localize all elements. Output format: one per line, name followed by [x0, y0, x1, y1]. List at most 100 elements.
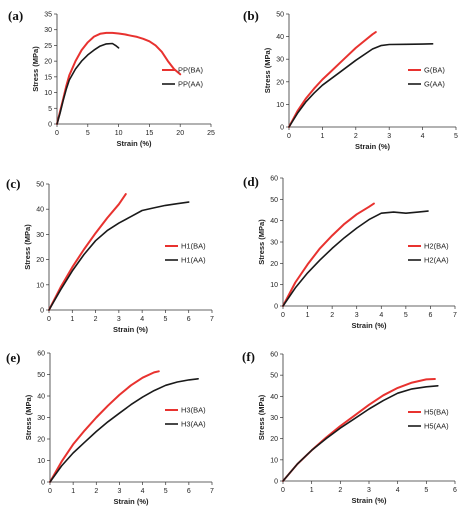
y-axis-label: Stress (MPa) [24, 394, 33, 440]
y-tick-label: 30 [270, 240, 278, 247]
y-tick-label: 50 [270, 373, 278, 380]
x-tick-label: 7 [210, 316, 214, 323]
y-tick-label: 20 [36, 257, 44, 264]
y-tick-label: 30 [270, 415, 278, 422]
x-axis-label: Strain (%) [351, 496, 387, 505]
x-tick-label: 5 [404, 312, 408, 319]
x-tick-label: 7 [453, 312, 457, 319]
x-tick-label: 20 [176, 130, 184, 137]
y-tick-label: 0 [41, 480, 45, 487]
x-tick-label: 6 [187, 488, 191, 495]
series-line-aa [282, 384, 439, 482]
y-tick-label: 50 [276, 12, 284, 19]
x-tick-label: 0 [55, 130, 59, 137]
x-axis-label: Strain (%) [116, 139, 152, 148]
x-tick-label: 5 [86, 130, 90, 137]
y-tick-label: 0 [40, 308, 44, 315]
chart-panel: 0 10 20 30 40 50 60 0 1 2 3 4 5 6 7 Strain (%) Stress (M… [6, 350, 214, 506]
x-tick-label: 3 [117, 488, 121, 495]
x-axis-label: Strain (%) [351, 321, 387, 330]
x-tick-label: 3 [387, 133, 391, 140]
x-tick-label: 6 [453, 487, 457, 494]
panel-label: (d) [243, 174, 259, 189]
y-tick-label: 0 [274, 479, 278, 486]
x-tick-label: 4 [140, 316, 144, 323]
x-tick-label: 2 [338, 487, 342, 494]
y-tick-label: 60 [270, 352, 278, 359]
chart-panel: 0 5 10 15 20 25 30 35 0 5 10 15 20 25 Strain (%) Stress… [8, 8, 215, 148]
y-tick-label: 10 [270, 282, 278, 289]
legend-label: H1(AA) [181, 256, 206, 265]
x-tick-label: 6 [187, 316, 191, 323]
x-tick-label: 4 [379, 312, 383, 319]
y-tick-label: 20 [37, 437, 45, 444]
chart-panel: 0 10 20 30 40 50 0 1 2 3 4 5 Strain (%) Stress (MPa) G… [243, 8, 458, 151]
x-tick-label: 2 [94, 488, 98, 495]
x-tick-label: 10 [115, 130, 123, 137]
x-tick-label: 0 [281, 487, 285, 494]
x-tick-label: 0 [281, 312, 285, 319]
x-axis-label: Strain (%) [113, 497, 149, 506]
y-tick-label: 40 [270, 394, 278, 401]
x-tick-label: 2 [330, 312, 334, 319]
legend-label: H2(AA) [424, 256, 449, 265]
y-tick-label: 20 [44, 59, 52, 66]
legend-label: PP(BA) [178, 66, 204, 75]
series-line-aa [282, 210, 429, 307]
x-tick-label: 5 [163, 316, 167, 323]
x-tick-label: 4 [421, 133, 425, 140]
y-tick-label: 15 [44, 74, 52, 81]
series-line-aa [56, 42, 120, 125]
y-axis-label: Stress (MPa) [257, 219, 266, 265]
y-tick-label: 20 [270, 261, 278, 268]
y-tick-label: 40 [36, 207, 44, 214]
y-axis-label: Stress (MPa) [23, 224, 32, 270]
x-tick-label: 5 [424, 487, 428, 494]
legend-label: G(AA) [424, 80, 445, 89]
y-tick-label: 10 [276, 102, 284, 109]
x-tick-label: 25 [207, 130, 215, 137]
series-line-ba [49, 370, 160, 483]
y-tick-label: 50 [270, 197, 278, 204]
y-tick-label: 10 [44, 90, 52, 97]
x-tick-label: 3 [355, 312, 359, 319]
y-tick-label: 0 [48, 122, 52, 129]
panel-label: (a) [8, 8, 23, 23]
series-line-aa [48, 201, 190, 311]
legend-label: H2(BA) [424, 242, 449, 251]
x-tick-label: 0 [47, 316, 51, 323]
y-tick-label: 50 [37, 372, 45, 379]
x-tick-label: 15 [146, 130, 154, 137]
chart-panel: 0 10 20 30 40 50 60 0 1 2 3 4 5 6 Strain (%) Stress (MP… [242, 349, 457, 505]
legend-label: H5(AA) [424, 422, 449, 431]
y-axis-label: Stress (MPa) [263, 47, 272, 93]
y-tick-label: 20 [270, 436, 278, 443]
legend-label: H3(BA) [181, 406, 206, 415]
x-tick-label: 6 [428, 312, 432, 319]
series-line-aa [288, 42, 434, 128]
x-tick-label: 4 [396, 487, 400, 494]
x-tick-label: 0 [48, 488, 52, 495]
x-tick-label: 7 [210, 488, 214, 495]
legend-label: H1(BA) [181, 242, 206, 251]
x-tick-label: 2 [354, 133, 358, 140]
y-tick-label: 40 [276, 34, 284, 41]
y-tick-label: 5 [48, 106, 52, 113]
y-tick-label: 40 [37, 394, 45, 401]
x-axis-label: Strain (%) [355, 142, 391, 151]
legend-label: H3(AA) [181, 420, 206, 429]
y-tick-label: 25 [44, 43, 52, 50]
x-tick-label: 0 [287, 133, 291, 140]
x-tick-label: 5 [164, 488, 168, 495]
panel-label: (e) [6, 350, 20, 365]
y-tick-label: 30 [276, 57, 284, 64]
series-line-ba [56, 31, 182, 125]
y-tick-label: 30 [37, 415, 45, 422]
y-tick-label: 30 [36, 232, 44, 239]
legend-label: PP(AA) [178, 80, 204, 89]
x-tick-label: 3 [367, 487, 371, 494]
y-tick-label: 30 [44, 27, 52, 34]
panel-label: (c) [6, 176, 20, 191]
series-line-ba [282, 378, 436, 482]
